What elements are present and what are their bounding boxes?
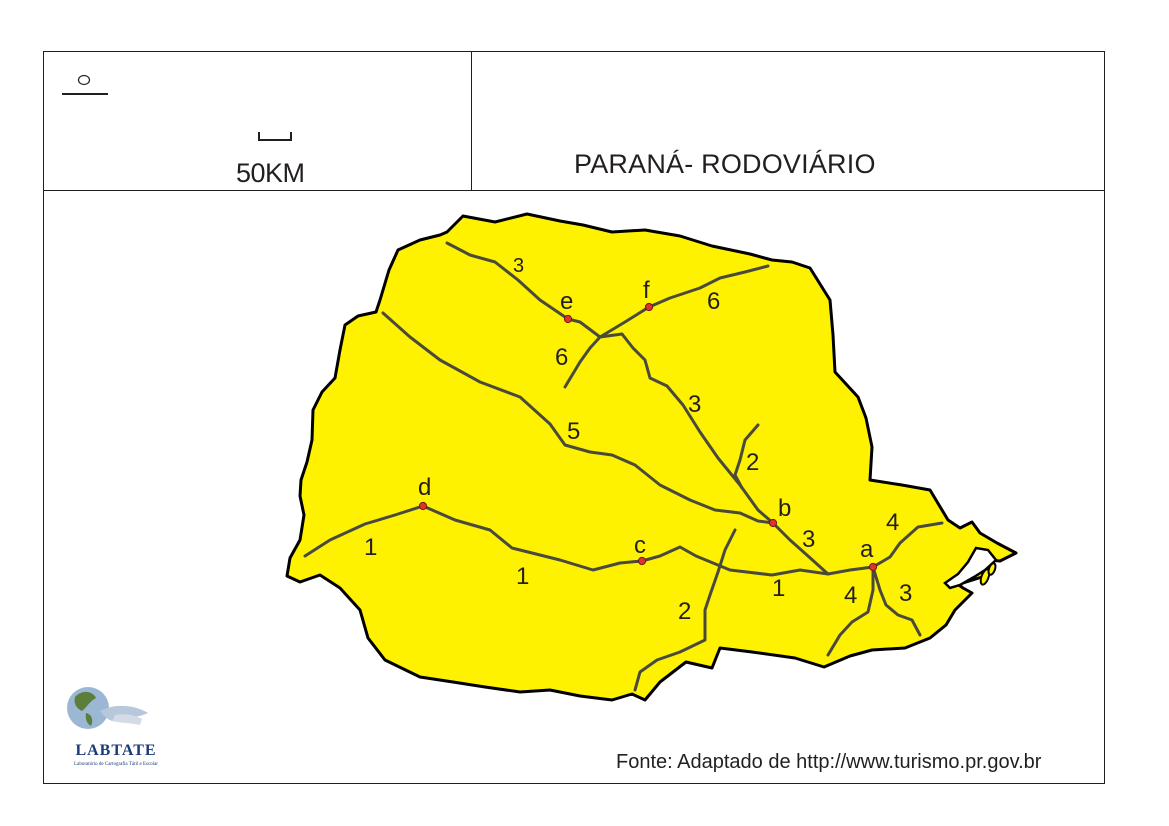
road-label-2-south: 2 [678,598,691,625]
city-f-label: f [643,277,650,304]
scale-bar-icon [258,132,292,141]
road-3-north [445,241,775,525]
city-c-label: c [634,532,646,559]
road-label-3-north: 3 [513,255,524,277]
city-d-marker[interactable] [418,501,428,511]
road-label-4-south: 4 [844,582,857,609]
road-label-1-east: 1 [772,575,785,602]
north-arrow-icon [62,74,108,95]
road-4-south [826,565,875,657]
road-label-1-mid: 1 [516,563,529,590]
parana-state-shape [285,212,1018,702]
city-f-marker[interactable] [644,302,654,312]
road-label-3-b: 3 [802,526,815,553]
city-a-marker[interactable] [868,562,878,572]
road-4-northeast [871,521,944,569]
city-e-marker[interactable] [563,314,573,324]
road-label-1-west: 1 [364,534,377,561]
road-label-3-east: 3 [899,580,912,607]
labtate-logo-icon [67,687,148,729]
road-3-south [771,521,830,576]
road-5 [381,311,775,525]
source-credit: Fonte: Adaptado de http://www.turismo.pr… [616,751,1042,773]
road-label-6-south: 6 [555,344,568,371]
road-label-2-north: 2 [746,449,759,476]
road-2-north [733,423,760,490]
logo-subtitle: Laboratório de Cartografia Tátil e Escol… [74,762,158,767]
header-left-panel [43,51,472,191]
island-shapes [979,562,997,586]
road-1 [303,504,875,577]
map-title: PARANÁ- RODOVIÁRIO [574,149,876,179]
road-label-4-northeast: 4 [886,509,899,536]
road-label-3-mid: 3 [688,391,701,418]
city-labels: a b c d e f [418,277,874,563]
scale-label: 50KM [236,158,305,188]
city-d-label: d [418,474,431,501]
city-b-marker[interactable] [768,518,778,528]
city-b-label: b [778,495,791,522]
city-c-marker[interactable] [637,556,647,566]
road-2-south [633,528,737,692]
road-label-6-east: 6 [707,288,720,315]
road-3-east [871,565,922,637]
map-frame [43,51,1105,784]
header-right-panel [471,51,1105,191]
road-label-5: 5 [567,418,580,445]
road-labels: 1 1 1 2 2 3 3 3 3 4 4 5 6 6 [364,255,912,625]
city-e-label: e [560,288,573,315]
city-markers [418,302,878,572]
city-a-label: a [860,536,874,563]
logo-name: LABTATE [75,742,157,759]
lagoon-shape [943,546,998,590]
